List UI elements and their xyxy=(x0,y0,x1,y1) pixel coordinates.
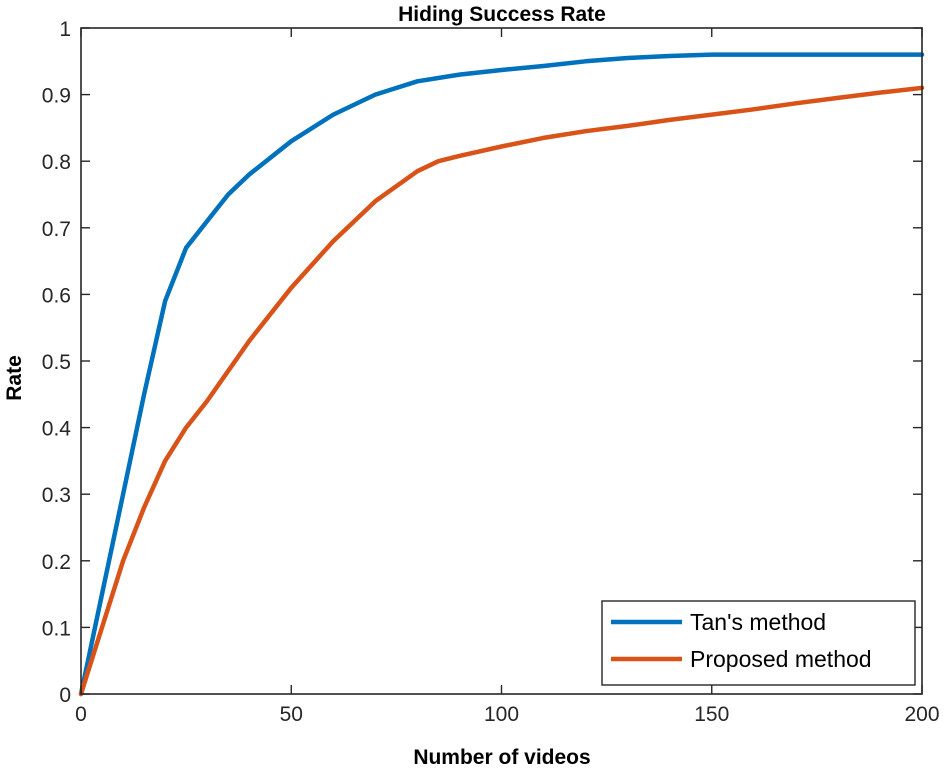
y-tick-label: 0.2 xyxy=(42,551,71,574)
x-axis-label: Number of videos xyxy=(413,746,590,769)
x-tick-label: 100 xyxy=(484,703,519,726)
y-tick-label: 0.1 xyxy=(42,617,71,640)
y-axis-label: Rate xyxy=(3,355,26,401)
plot-area: 0 50 100 150 200 0 0.1 0.2 0.3 0.4 0.5 0.6 0.7 0.8 0.9… xyxy=(42,18,940,726)
x-tick-label: 50 xyxy=(280,703,303,726)
chart-title: Hiding Success Rate xyxy=(398,3,606,26)
y-tick-label: 0.5 xyxy=(42,351,71,374)
y-tick-label: 0.4 xyxy=(42,418,72,441)
y-tick-label: 0.9 xyxy=(42,85,71,108)
legend-label-2: Proposed method xyxy=(690,646,872,672)
legend: Tan's method Proposed method xyxy=(601,600,916,686)
series-line-2 xyxy=(78,85,925,697)
y-tick-label: 0.8 xyxy=(42,151,71,174)
y-tick-label: 0.3 xyxy=(42,484,71,507)
x-tick-label: 200 xyxy=(904,703,939,726)
x-tick-label: 150 xyxy=(694,703,729,726)
legend-box xyxy=(601,600,916,686)
y-tick-label: 0.6 xyxy=(42,284,71,307)
axes-box xyxy=(80,27,923,695)
legend-label-1: Tan's method xyxy=(690,609,826,635)
series-line-1 xyxy=(78,52,925,697)
y-tick-label: 0 xyxy=(59,684,71,707)
y-tick-label: 1 xyxy=(59,18,71,41)
y-tick-label: 0.7 xyxy=(42,218,71,241)
x-tick-label: 0 xyxy=(75,703,87,726)
